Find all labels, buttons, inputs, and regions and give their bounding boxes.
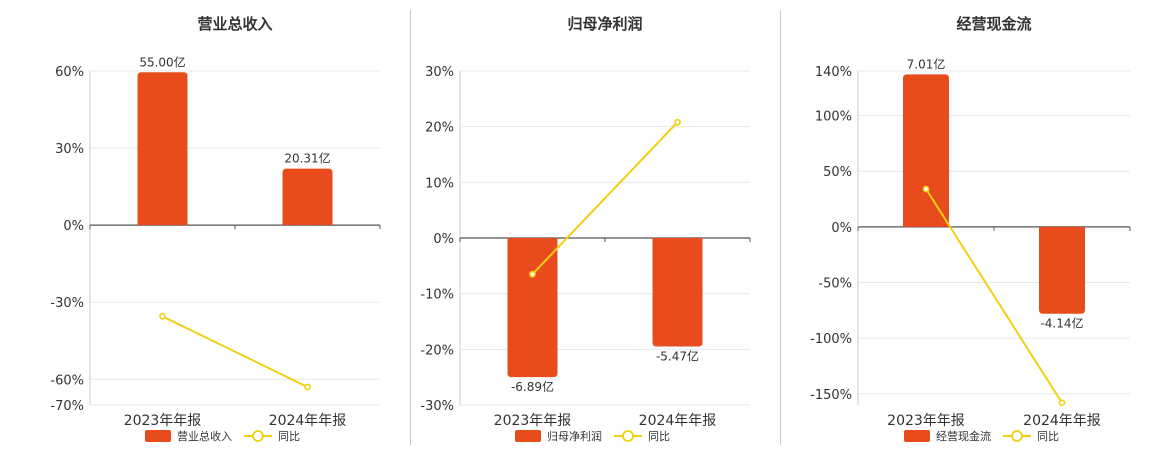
x-category-label: 2024年年报 (639, 413, 717, 429)
y-tick-label: -50% (818, 277, 852, 292)
yoy-point (159, 312, 166, 320)
x-category-label: 2024年年报 (1023, 413, 1101, 429)
legend-label-line: 同比 (1037, 430, 1059, 443)
y-tick-label: 0% (63, 219, 84, 234)
legend-swatch-marker (252, 430, 264, 442)
legend-label-line: 同比 (648, 430, 670, 443)
bar-data-label: 55.00亿 (139, 54, 185, 69)
y-tick-label: 10% (425, 176, 454, 191)
panel-divider (780, 10, 781, 445)
legend-swatch-bar (904, 430, 930, 442)
legend-swatch-marker (622, 430, 634, 442)
bar-data-label: -4.14亿 (1040, 316, 1083, 331)
bar (137, 72, 188, 226)
yoy-point (922, 185, 930, 193)
bar (903, 74, 949, 227)
yoy-point (1058, 399, 1066, 407)
bar-data-label: 20.31亿 (284, 151, 330, 166)
yoy-line (162, 315, 308, 388)
legend-label-bar: 经营现金流 (936, 429, 991, 443)
legend-label-bar: 营业总收入 (177, 429, 232, 443)
x-category-label: 2023年年报 (494, 413, 572, 429)
chart-panel-net-profit: 归母净利润 30% 20% 10% 0% -10% -20% -30% -6.89亿 -5.47亿… (385, 0, 785, 450)
chart-title: 经营现金流 (956, 15, 1031, 33)
yoy-line (531, 121, 679, 275)
x-category-label: 2023年年报 (887, 413, 965, 429)
x-category-label: 2024年年报 (269, 413, 347, 429)
legend-swatch-marker (1011, 430, 1023, 442)
y-tick-label: -30% (50, 296, 84, 311)
x-category-label: 2023年年报 (124, 413, 202, 429)
y-tick-label: 50% (823, 165, 852, 180)
y-tick-label: 60% (55, 65, 84, 80)
y-tick-label: 30% (425, 65, 454, 80)
bar-data-label: -5.47亿 (656, 349, 699, 364)
chart-panel-revenue: 营业总收入 60% 30% 0% -30% -60% -70% 55.00亿 20.31亿 202… (0, 0, 400, 450)
chart-panel-cash-flow: 经营现金流 140% 100% 50% 0% -50% -100% -150% 7.01亿 -4.… (760, 0, 1160, 450)
bar (507, 238, 558, 378)
y-tick-label: 100% (815, 110, 852, 125)
net-profit-chart: 归母净利润 30% 20% 10% 0% -10% -20% -30% -6.89亿 -5.47亿… (420, 15, 751, 443)
y-tick-label: 0% (831, 221, 852, 236)
y-tick-label: -20% (420, 343, 454, 358)
y-tick-label: -10% (420, 288, 454, 303)
chart-title: 归母净利润 (567, 15, 642, 33)
yoy-point (304, 383, 311, 391)
legend-label-bar: 归母净利润 (547, 429, 602, 443)
yoy-point (529, 270, 536, 278)
yoy-line (925, 188, 1063, 404)
y-tick-label: -60% (50, 373, 84, 388)
legend-swatch-bar (145, 430, 171, 442)
legend-label-line: 同比 (278, 430, 300, 443)
legend-swatch-bar (515, 430, 541, 442)
bar-data-label: -6.89亿 (511, 379, 554, 394)
y-tick-label: -100% (810, 332, 852, 347)
chart-title: 营业总收入 (197, 15, 272, 33)
y-tick-label: 0% (433, 232, 454, 247)
panel-divider (410, 10, 411, 445)
y-tick-label: -70% (50, 399, 84, 414)
y-tick-label: -150% (810, 388, 852, 403)
revenue-chart: 营业总收入 60% 30% 0% -30% -60% -70% 55.00亿 20.31亿 202… (50, 15, 381, 443)
y-tick-label: 20% (425, 121, 454, 136)
bar (1039, 226, 1085, 314)
bar (652, 238, 703, 347)
bar-data-label: 7.01亿 (907, 56, 946, 71)
cash-flow-chart: 经营现金流 140% 100% 50% 0% -50% -100% -150% 7.01亿 -4.… (810, 15, 1131, 443)
y-tick-label: 140% (815, 65, 852, 80)
y-tick-label: -30% (420, 399, 454, 414)
yoy-point (674, 118, 681, 126)
bar (282, 168, 333, 226)
y-tick-label: 30% (55, 142, 84, 157)
